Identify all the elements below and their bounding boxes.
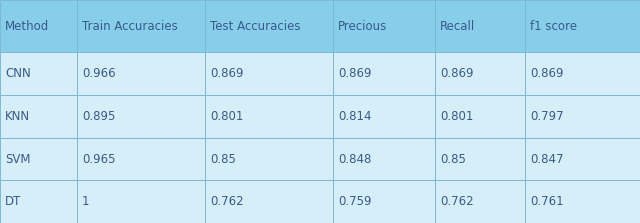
Text: 0.869: 0.869 <box>530 67 563 80</box>
Text: 0.761: 0.761 <box>530 195 564 208</box>
Bar <box>0 138 77 180</box>
Bar <box>0 0 77 52</box>
Text: Method: Method <box>5 20 49 33</box>
Bar <box>0 95 77 138</box>
Bar <box>77 52 205 95</box>
Bar <box>333 95 435 138</box>
Bar <box>0 180 77 223</box>
Text: 0.85: 0.85 <box>210 153 236 165</box>
Bar <box>333 180 435 223</box>
Text: 0.966: 0.966 <box>82 67 116 80</box>
Bar <box>435 138 525 180</box>
Bar <box>333 138 435 180</box>
Bar <box>435 95 525 138</box>
Text: 0.965: 0.965 <box>82 153 115 165</box>
Text: 0.814: 0.814 <box>338 110 371 123</box>
Bar <box>205 180 333 223</box>
Text: 0.85: 0.85 <box>440 153 466 165</box>
Text: f1 score: f1 score <box>530 20 577 33</box>
Text: 0.848: 0.848 <box>338 153 371 165</box>
Bar <box>205 95 333 138</box>
Bar <box>333 0 435 52</box>
Text: 0.869: 0.869 <box>440 67 474 80</box>
Text: DT: DT <box>5 195 22 208</box>
Text: 0.759: 0.759 <box>338 195 371 208</box>
Text: CNN: CNN <box>5 67 31 80</box>
Text: 0.801: 0.801 <box>210 110 243 123</box>
Text: Precious: Precious <box>338 20 387 33</box>
Bar <box>77 138 205 180</box>
Text: 0.762: 0.762 <box>440 195 474 208</box>
Text: 0.801: 0.801 <box>440 110 474 123</box>
Text: 0.895: 0.895 <box>82 110 115 123</box>
Bar <box>205 52 333 95</box>
Bar <box>205 138 333 180</box>
Bar <box>525 180 640 223</box>
Bar <box>205 0 333 52</box>
Bar <box>435 180 525 223</box>
Bar <box>77 180 205 223</box>
Text: KNN: KNN <box>5 110 30 123</box>
Text: Recall: Recall <box>440 20 476 33</box>
Text: Train Accuracies: Train Accuracies <box>82 20 178 33</box>
Text: 0.797: 0.797 <box>530 110 564 123</box>
Bar <box>525 138 640 180</box>
Text: 0.762: 0.762 <box>210 195 244 208</box>
Bar <box>77 0 205 52</box>
Bar <box>525 95 640 138</box>
Bar <box>435 0 525 52</box>
Bar <box>77 95 205 138</box>
Text: 0.869: 0.869 <box>338 67 371 80</box>
Bar <box>435 52 525 95</box>
Text: 1: 1 <box>82 195 90 208</box>
Text: Test Accuracies: Test Accuracies <box>210 20 300 33</box>
Text: 0.869: 0.869 <box>210 67 243 80</box>
Text: 0.847: 0.847 <box>530 153 563 165</box>
Bar <box>0 52 77 95</box>
Bar <box>525 52 640 95</box>
Bar <box>525 0 640 52</box>
Text: SVM: SVM <box>5 153 31 165</box>
Bar <box>333 52 435 95</box>
